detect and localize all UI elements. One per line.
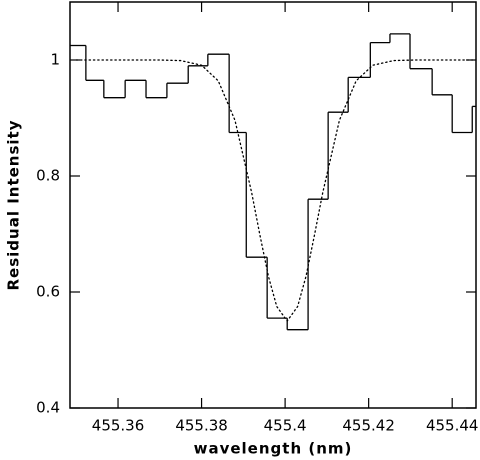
x-tick-label: 455.4: [264, 417, 307, 435]
fit-curve: [75, 59, 477, 323]
y-tick-label: 0.4: [36, 399, 60, 417]
y-tick-label: 1: [50, 51, 60, 69]
x-tick-label: 455.42: [342, 417, 395, 435]
plot-frame: [69, 1, 477, 409]
x-tick-label: 455.36: [92, 417, 145, 435]
x-tick-label: 455.44: [426, 417, 479, 435]
y-axis-label: Residual Intensity: [5, 120, 23, 291]
y-tick-label: 0.8: [36, 167, 60, 185]
y-tick-label: 0.6: [36, 283, 60, 301]
x-axis-label: wavelength (nm): [194, 440, 353, 458]
x-tick-label: 455.38: [175, 417, 228, 435]
